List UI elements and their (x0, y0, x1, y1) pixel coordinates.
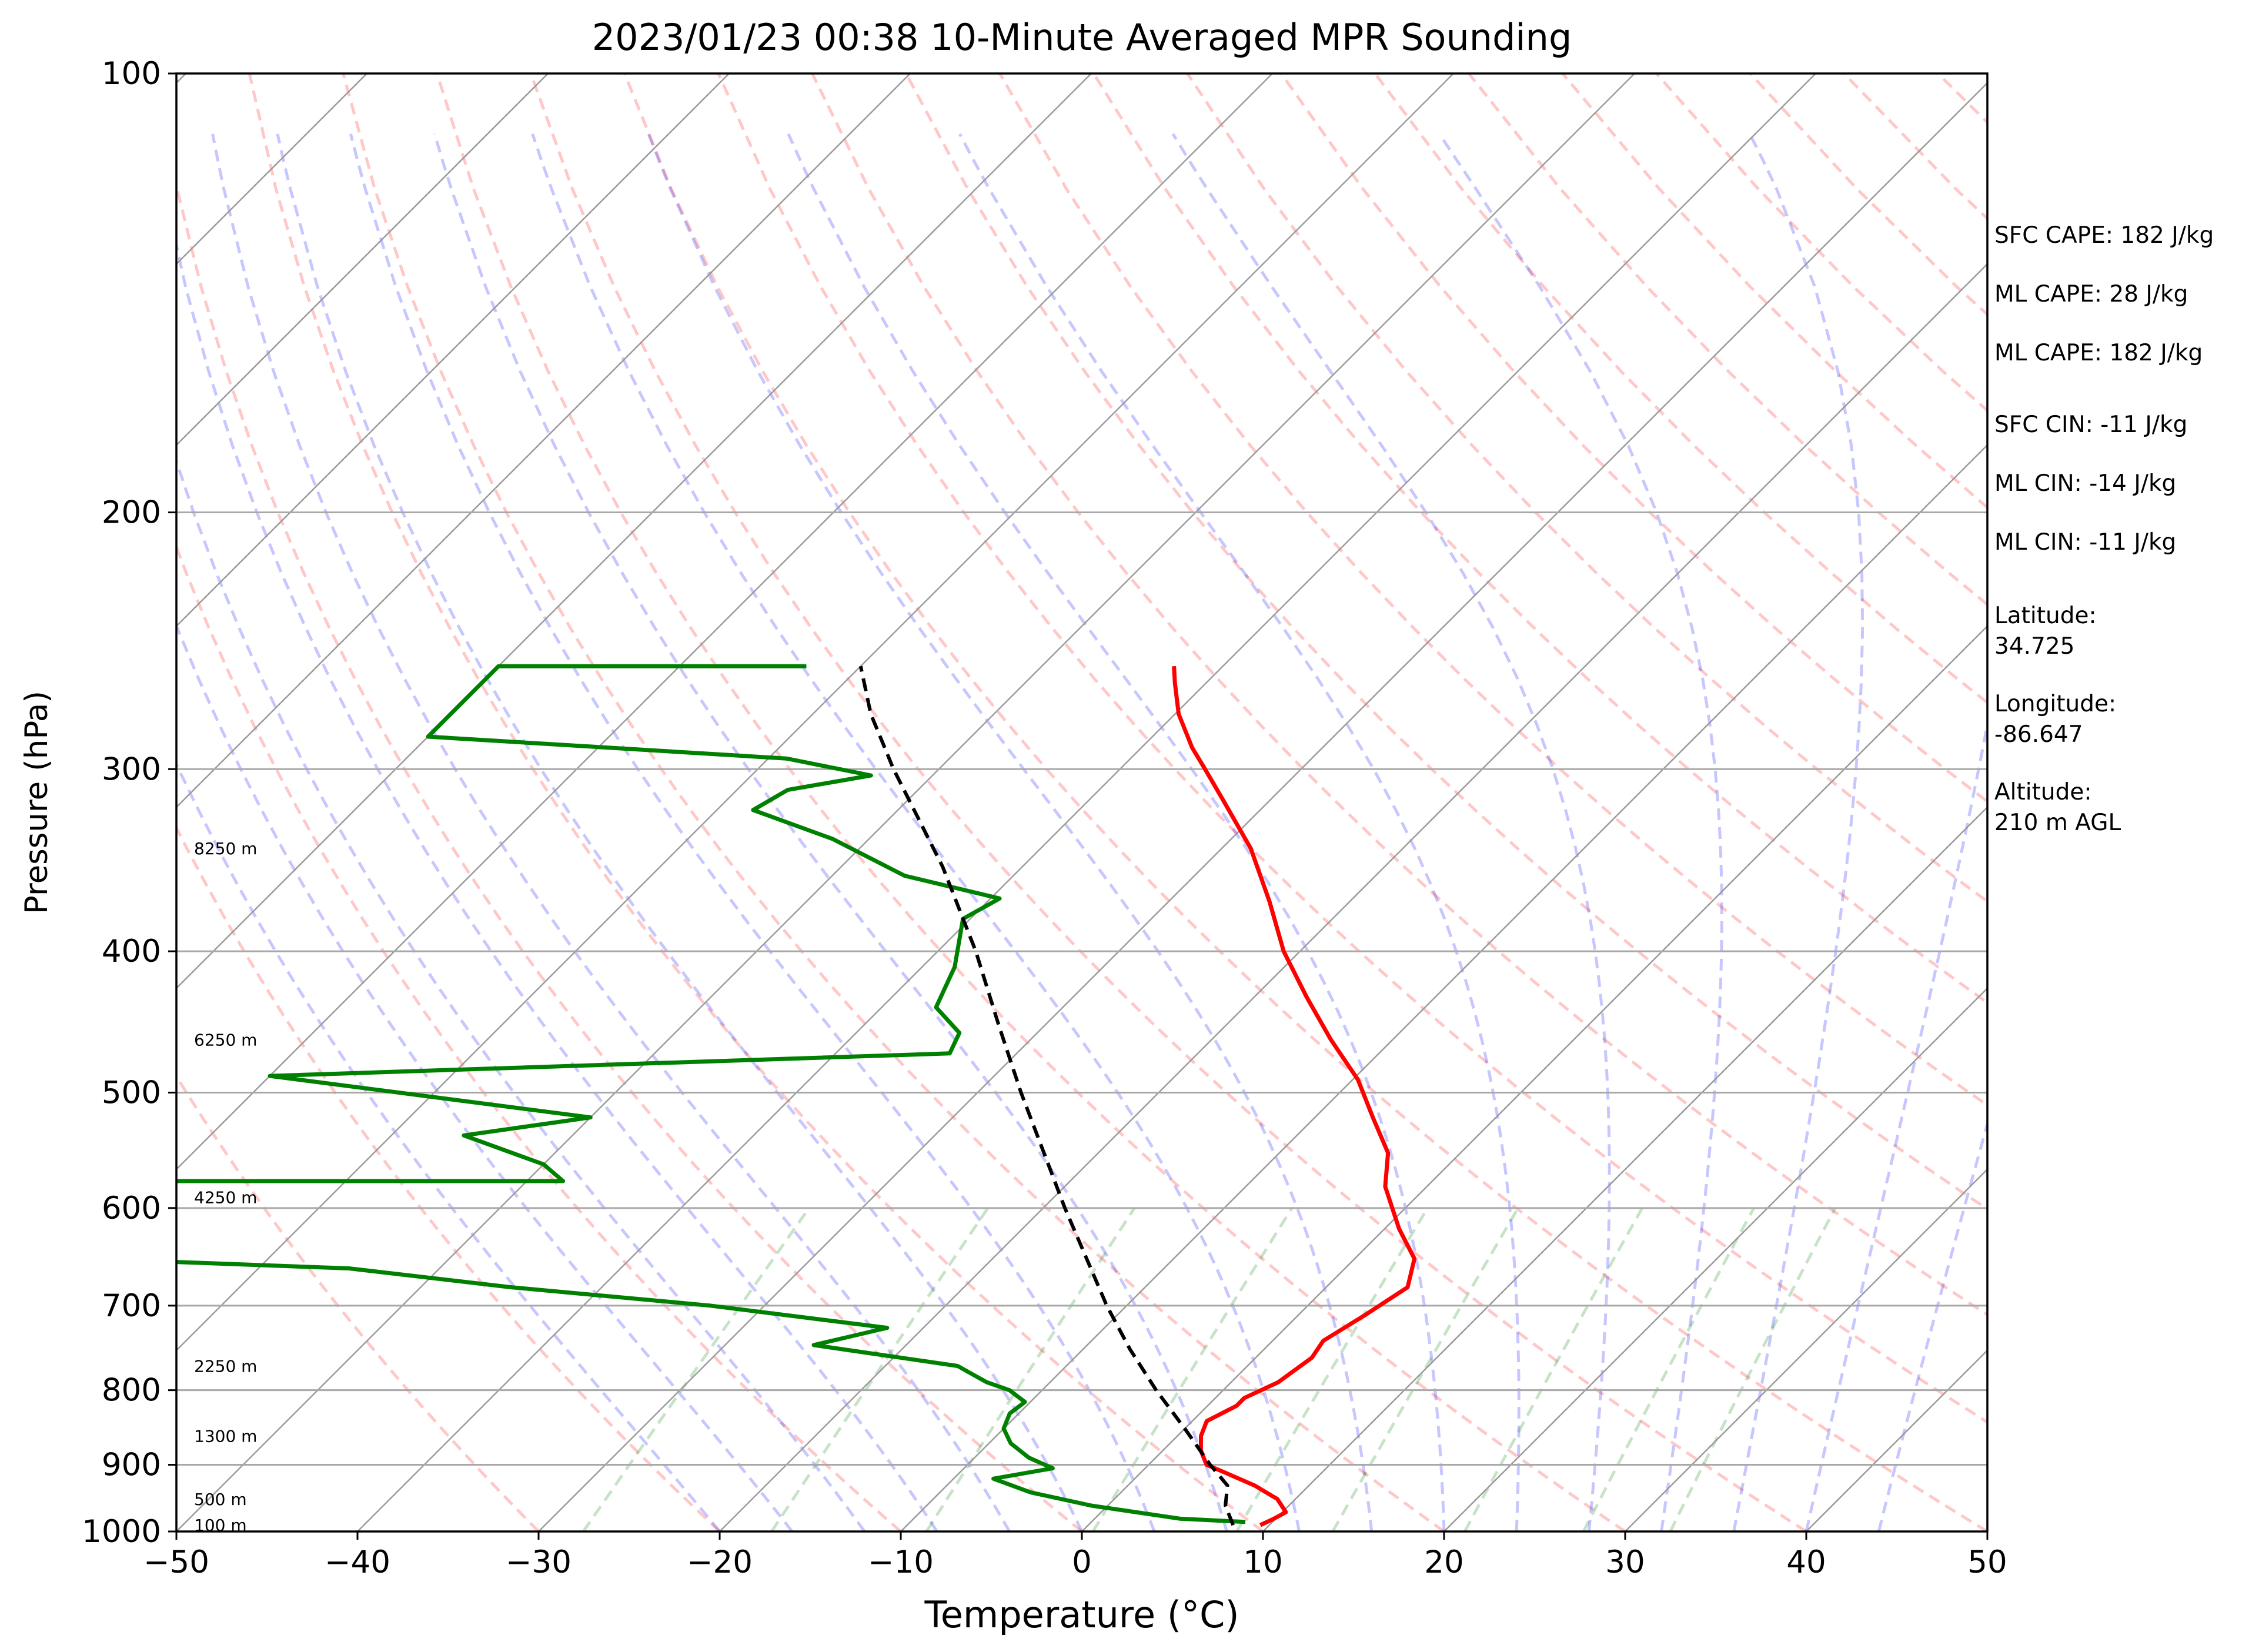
dry-adiabat (176, 824, 721, 1531)
ml-cape-stat-2: ML CAPE: 182 J/kg (1994, 340, 2203, 366)
height-label: 1300 m (194, 1427, 257, 1446)
height-label: 500 m (194, 1490, 247, 1509)
dry-adiabat (248, 73, 1264, 1531)
x-tick-label: 20 (1424, 1544, 1463, 1580)
isotherm (357, 73, 1816, 1531)
dry-adiabat (998, 73, 1987, 1107)
isotherm (176, 73, 1635, 1531)
y-tick-label: 400 (102, 934, 161, 969)
height-label: 8250 m (194, 839, 257, 858)
pressure-gridlines (176, 511, 1987, 1466)
moist-adiabat (349, 133, 1156, 1531)
isotherm (1443, 987, 1987, 1531)
dry-adiabat (342, 73, 1445, 1531)
isotherm (900, 444, 1987, 1531)
isotherm (1262, 806, 1987, 1531)
mixing-ratio-line (1091, 1207, 1294, 1531)
moist-adiabat (211, 133, 1011, 1531)
moist-adiabat (276, 133, 1084, 1531)
longitude-stat: Longitude: -86.647 (1994, 691, 2117, 748)
y-axis: 1000 900 800 700 600 500 400 300 200 100 (82, 56, 176, 1550)
x-tick-label: 40 (1786, 1544, 1826, 1580)
x-tick-label: −30 (506, 1544, 572, 1580)
isotherm (719, 263, 1987, 1531)
parcel-profile-trace (858, 666, 1235, 1526)
x-tick-label: 30 (1605, 1544, 1645, 1580)
moist-adiabat (647, 133, 1374, 1531)
moist-adiabat (958, 133, 1521, 1531)
dewpoint-trace (176, 664, 1246, 1524)
moist-adiabat (176, 760, 721, 1531)
moist-adiabat (1877, 1118, 1987, 1531)
x-axis-label: Temperature (°C) (924, 1593, 1239, 1636)
dry-adiabat (1279, 73, 1987, 804)
moist-adiabat (787, 133, 1446, 1531)
moist-adiabat (176, 457, 866, 1531)
x-tick-label: 0 (1072, 1544, 1092, 1580)
x-tick-label: −10 (868, 1544, 934, 1580)
isotherm (1625, 1168, 1987, 1531)
dry-adiabat (435, 73, 1626, 1531)
isotherm (176, 73, 911, 808)
dry-adiabat (529, 73, 1807, 1531)
ml-cin-stat-2: ML CIN: -11 J/kg (1994, 529, 2177, 556)
x-tick-label: −50 (143, 1544, 209, 1580)
dry-adiabat (176, 1074, 540, 1531)
sfc-cin-stat: SFC CIN: -11 J/kg (1994, 412, 2188, 438)
moist-adiabat (1804, 717, 1987, 1531)
y-tick-label: 200 (102, 495, 161, 531)
x-tick-label: 50 (1967, 1544, 2007, 1580)
height-label: 4250 m (194, 1188, 257, 1208)
dry-adiabat (176, 543, 902, 1531)
ml-cape-stat: ML CAPE: 28 J/kg (1994, 281, 2188, 307)
moist-adiabat (176, 238, 938, 1531)
isotherm (176, 73, 1454, 1352)
isotherm (1081, 625, 1987, 1531)
y-tick-label: 900 (102, 1447, 161, 1483)
y-tick-label: 800 (102, 1373, 161, 1409)
moist-adiabat (433, 133, 1228, 1531)
y-axis-label: Pressure (hPa) (19, 691, 55, 914)
y-tick-label: 100 (102, 56, 161, 92)
dry-adiabat (176, 176, 1083, 1531)
dry-adiabat (717, 73, 1987, 1424)
ml-cin-stat: ML CIN: -14 J/kg (1994, 470, 2177, 497)
x-tick-label: −20 (687, 1544, 753, 1580)
moist-adiabat (1171, 133, 1611, 1531)
dry-adiabat (623, 73, 1987, 1531)
y-tick-label: 1000 (82, 1514, 161, 1550)
isotherm (176, 73, 1092, 989)
moist-adiabat (1438, 133, 1723, 1531)
dry-adiabat (811, 73, 1987, 1317)
y-tick-label: 600 (102, 1190, 161, 1226)
y-tick-label: 700 (102, 1288, 161, 1324)
x-tick-label: −40 (325, 1544, 390, 1580)
chart-title: 2023/01/23 00:38 10-Minute Averaged MPR … (592, 16, 1572, 59)
moist-adiabat (1732, 133, 1864, 1531)
isotherm (176, 73, 730, 627)
dry-adiabat (1374, 73, 1987, 705)
altitude-stat: Altitude: 210 m AGL (1994, 779, 2121, 836)
isotherm (176, 73, 549, 446)
sfc-cape-stat: SFC CAPE: 182 J/kg (1994, 222, 2214, 249)
mixing-ratio-line (925, 1207, 1136, 1531)
moist-adiabat (531, 133, 1301, 1531)
background-reference-lines (176, 73, 1987, 1531)
x-tick-label: 10 (1243, 1544, 1282, 1580)
isotherm (538, 82, 1987, 1531)
y-tick-label: 500 (102, 1075, 161, 1111)
dry-adiabat (1092, 73, 1987, 1005)
x-axis: −50 −40 −30 −20 −10 0 10 20 30 40 50 (143, 1531, 2007, 1580)
moist-adiabat (176, 621, 794, 1531)
y-tick-label: 300 (102, 751, 161, 787)
latitude-stat: Latitude: 34.725 (1994, 603, 2097, 660)
height-label: 6250 m (194, 1031, 257, 1050)
isotherm (176, 73, 1273, 1171)
sounding-traces (176, 664, 1417, 1527)
height-label: 2250 m (194, 1356, 257, 1376)
